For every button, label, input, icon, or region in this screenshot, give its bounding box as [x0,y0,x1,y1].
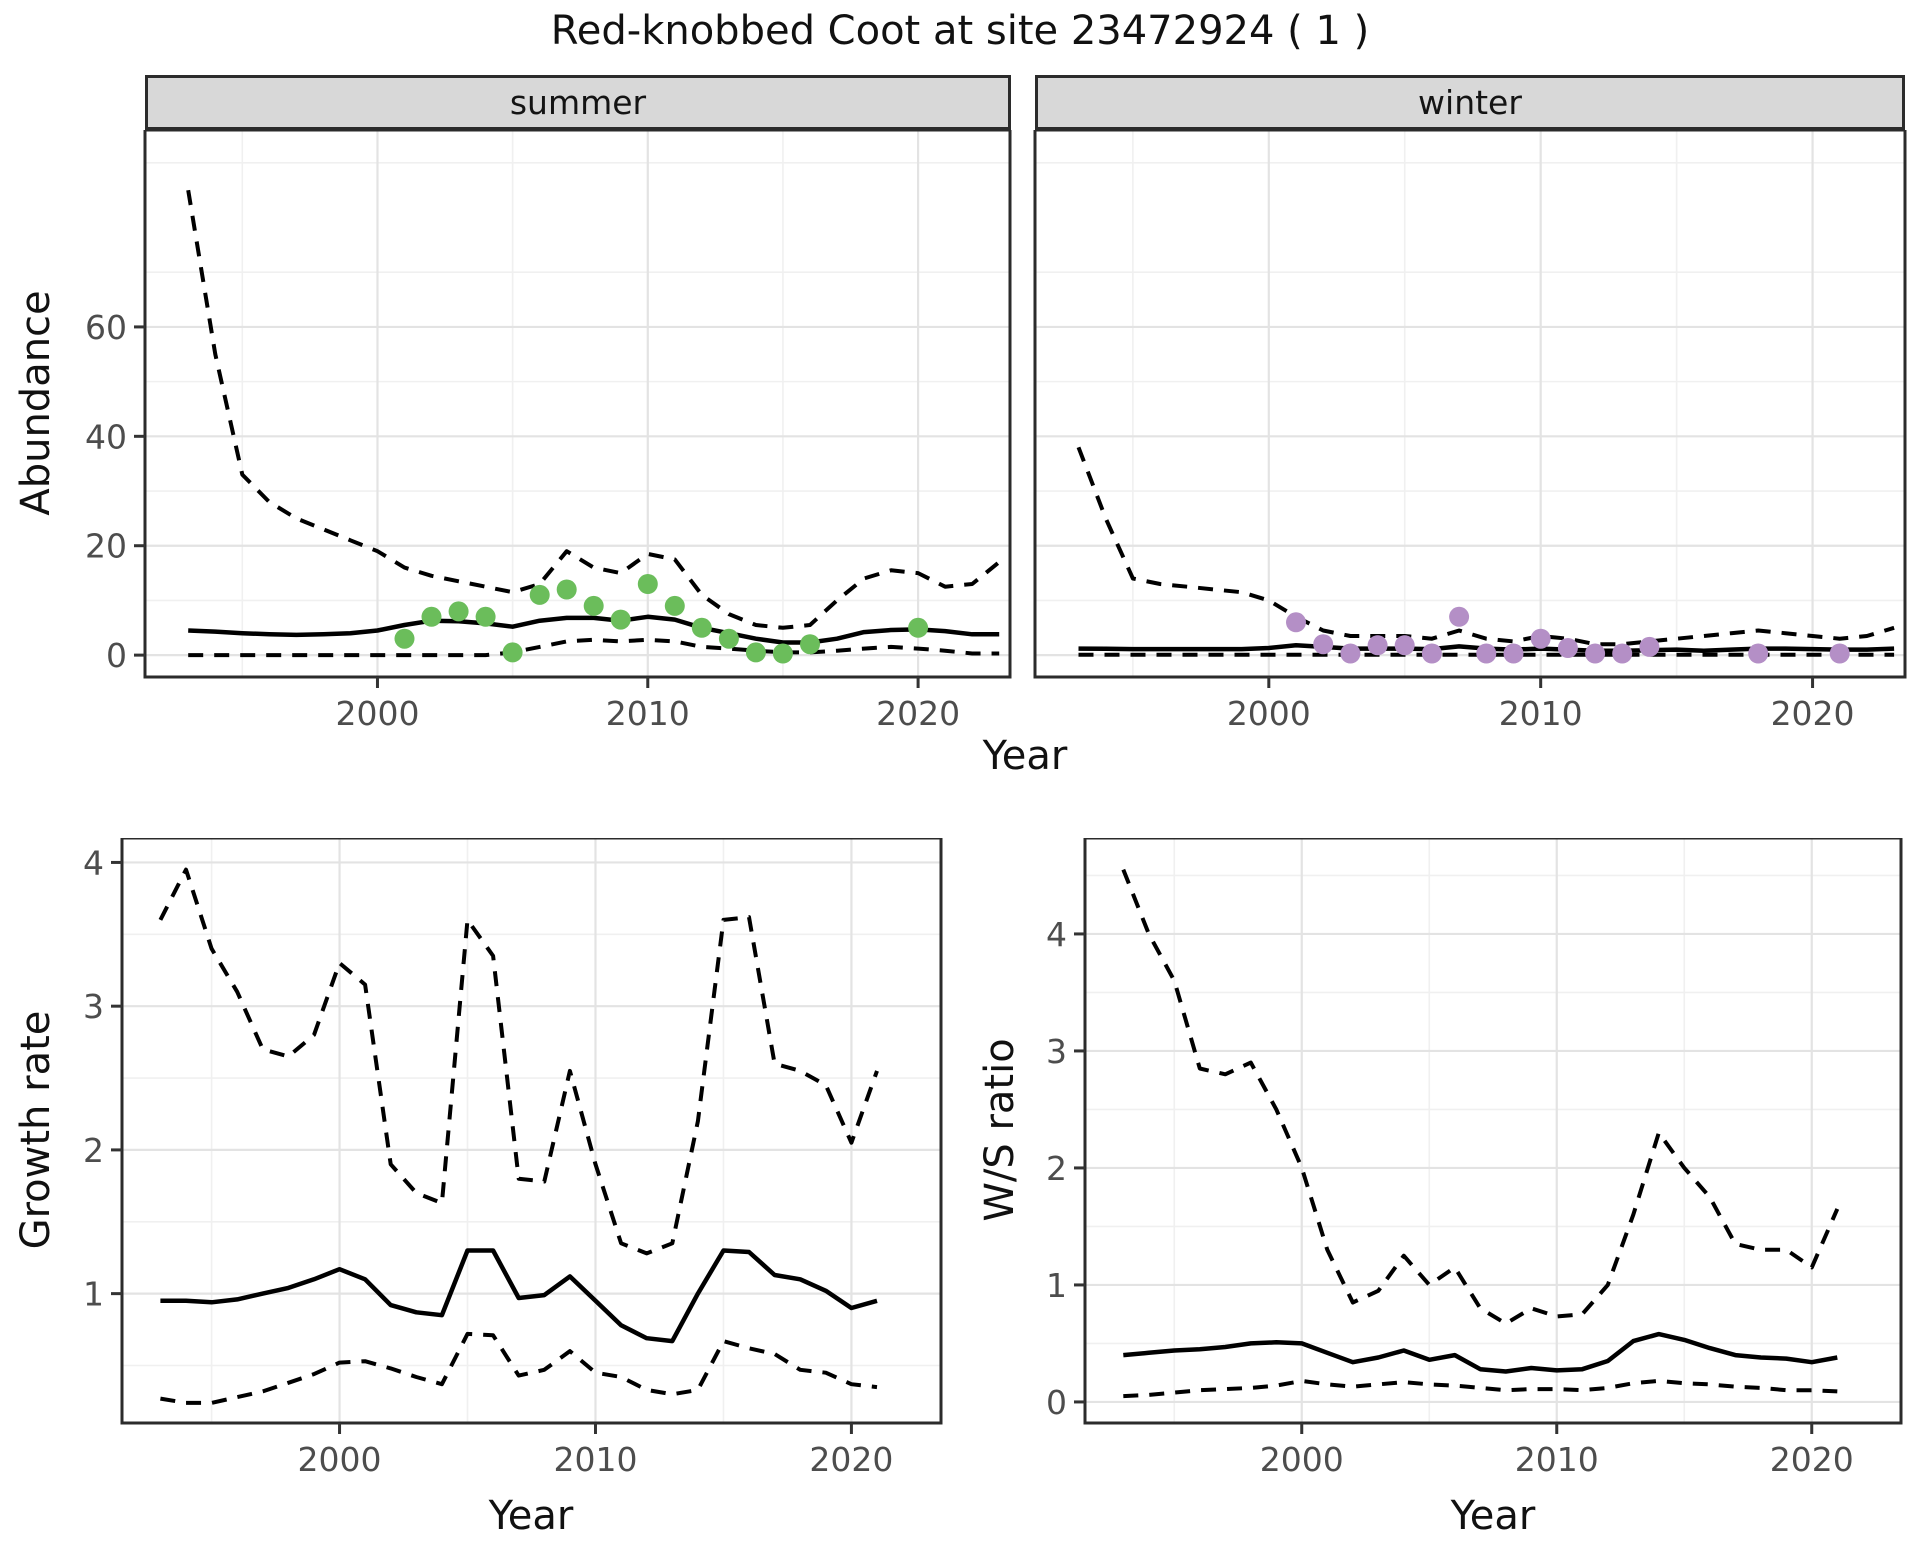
x-axis-title-top: Year [982,733,1068,779]
observed-count-point [1394,635,1415,656]
ws-ratio-panel: 2000 2010 2020 0 1 2 3 4 [1046,838,1903,1479]
y-tick-label: 0 [1046,1383,1067,1422]
facet-strip-summer: summer [145,75,1011,130]
observed-count-point [1503,643,1524,664]
series-group [1121,868,1840,1399]
observed-count-point [1748,643,1769,664]
panel-background [145,130,1010,677]
x-tick-label: 2020 [1770,1440,1854,1479]
observed-count-point [421,606,442,627]
x-tick-label: 2010 [606,694,690,733]
upper-95ci-line [158,867,879,1256]
y-tick-label: 0 [106,636,127,675]
median-line [1123,1331,1838,1374]
observed-count-point [394,628,415,649]
median-line [160,1248,878,1344]
facet-strip-winter: winter [1035,75,1905,130]
x-tick-label: 2020 [809,1440,893,1479]
x-tick-label: 2020 [1771,694,1855,733]
x-tick-label: 2010 [1499,694,1583,733]
y-tick-label: 4 [83,843,104,882]
observed-count-point [1313,634,1334,655]
panel-border [143,130,1012,679]
x-axis-title-ws-ratio: Year [1450,1493,1536,1539]
observed-count-point [1639,636,1660,657]
observed-count-point [1585,643,1606,664]
observed-count-point [556,579,577,600]
lower-95ci-line [160,1331,878,1405]
x-tick-label: 2000 [335,694,419,733]
observed-count-point [1367,635,1388,656]
observed-count-point [1449,606,1470,627]
observed-count-point [1421,643,1442,664]
lower-95ci-line [188,637,1000,658]
y-tick-label: 3 [1046,1032,1067,1071]
x-tick-label: 2020 [876,694,960,733]
chart-title: Red-knobbed Coot at site 23472924 ( 1 ) [550,8,1370,54]
observed-count-point [637,574,658,594]
abundance-summer-panel: 2000 2010 2020 0 20 40 60 [85,130,1012,733]
x-tick-label: 2010 [553,1440,637,1479]
observed-count-point [1286,612,1306,633]
observed-count-point [1612,643,1633,664]
observed-count-point [583,595,604,616]
y-tick-label: 1 [83,1275,104,1314]
series-group [186,189,1001,664]
y-tick-label: 2 [1046,1149,1067,1188]
y-tick-label: 3 [83,987,104,1026]
x-tick-label: 2000 [1260,1440,1344,1479]
y-tick-label: 20 [85,527,127,566]
x-tick-label: 2010 [1515,1440,1599,1479]
growth-rate-panel: 2000 2010 2020 1 2 3 4 [83,838,943,1479]
panel-border [1033,130,1907,679]
y-tick-label: 1 [1046,1266,1067,1305]
observed-count-point [772,643,793,664]
panel-background [1035,130,1905,677]
x-axis-title-growth-rate: Year [488,1493,574,1539]
observed-count-point [664,595,685,616]
y-axis-title-growth-rate: Growth rate [13,1010,59,1250]
observed-count-point [502,642,523,663]
observed-count-point [691,617,712,638]
observed-count-point [1530,628,1551,649]
panel-background [1085,838,1901,1423]
observed-count-point [610,609,631,630]
y-tick-label: 2 [83,1131,104,1170]
y-tick-label: 4 [1046,915,1067,954]
observed-count-point [475,606,496,627]
observed-count-point [529,584,550,605]
x-tick-label: 2000 [298,1440,382,1479]
observed-count-point [1557,638,1578,658]
y-axis-title-abundance: Abundance [13,290,59,516]
abundance-winter-panel: 2000 2010 2020 [1033,130,1907,733]
observed-count-point [745,642,766,663]
series-group [1076,446,1895,664]
y-tick-label: 40 [85,417,127,456]
observed-count-point [800,634,820,655]
observed-count-point [908,617,929,638]
upper-95ci-line [1121,868,1840,1326]
facet-strip-summer-label: summer [509,83,647,122]
observed-count-point [1476,643,1497,664]
observed-count-point [448,601,469,622]
panel-background [122,838,941,1423]
panel-border [1083,838,1903,1425]
x-tick-label: 2000 [1227,694,1311,733]
observed-count-point [1829,643,1850,664]
y-axis-title-ws-ratio: W/S ratio [977,1038,1023,1222]
panel-border [120,838,943,1425]
median-line [188,614,1000,645]
upper-95ci-line [1076,446,1895,647]
y-tick-label: 60 [85,308,127,347]
observed-count-point [718,628,739,649]
observed-count-point [1340,643,1361,664]
series-group [158,867,879,1405]
facet-strip-winter-label: winter [1418,83,1522,122]
